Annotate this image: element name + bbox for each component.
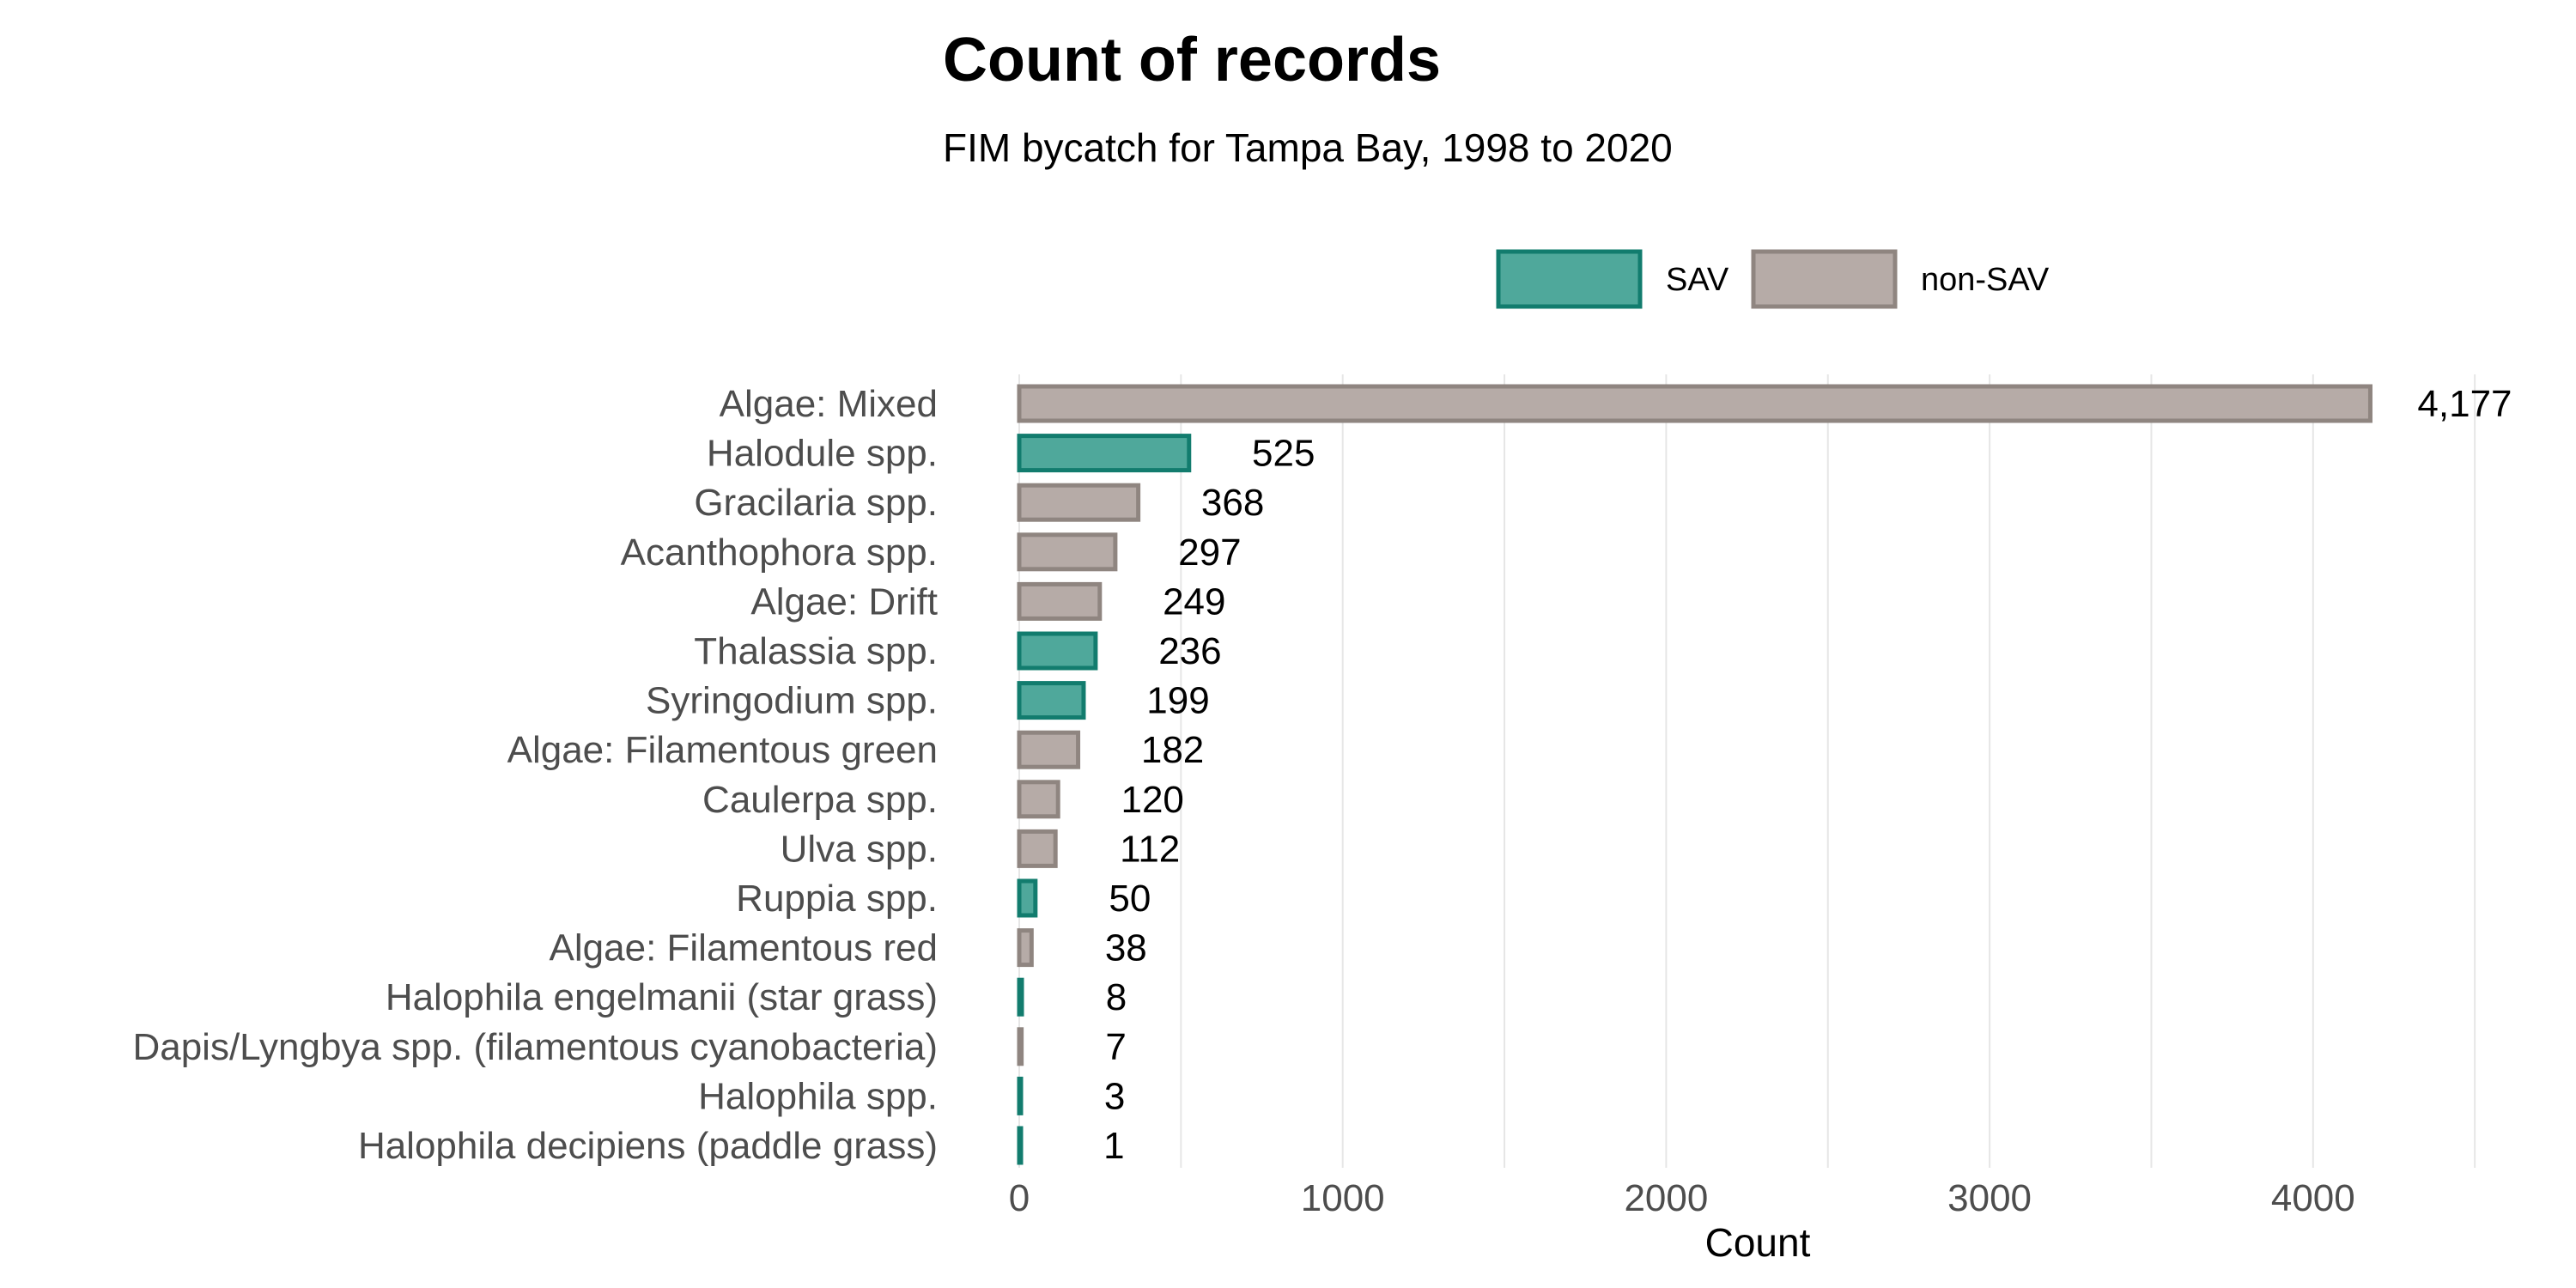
- legend: SAV non-SAV: [1496, 249, 2050, 309]
- category-label: Halodule spp.: [707, 433, 938, 475]
- x-tick-label: 3000: [1947, 1177, 2032, 1219]
- x-tick-label: 4000: [2271, 1177, 2355, 1219]
- category-label: Thalassia spp.: [694, 630, 938, 672]
- data-label: 1: [1103, 1125, 1124, 1167]
- data-label: 50: [1109, 878, 1151, 920]
- gridlines: [1018, 374, 2476, 1168]
- x-tick-label: 1000: [1301, 1177, 1385, 1219]
- category-label: Ulva spp.: [781, 828, 938, 870]
- data-label: 112: [1120, 828, 1180, 870]
- bars: [1017, 384, 2372, 1165]
- data-label: 236: [1158, 630, 1221, 672]
- legend-swatch: [1751, 249, 1898, 309]
- bar: [1017, 928, 1034, 968]
- bar: [1017, 483, 1141, 522]
- category-label: Algae: Filamentous red: [550, 927, 938, 969]
- category-label: Algae: Filamentous green: [507, 729, 938, 771]
- data-label: 199: [1146, 680, 1209, 722]
- data-label: 3: [1104, 1075, 1125, 1117]
- category-labels: Algae: Mixed Halodule spp. Gracilaria spp.…: [132, 383, 938, 1167]
- bar: [1017, 532, 1118, 572]
- legend-label: SAV: [1666, 262, 1729, 298]
- data-label: 525: [1252, 433, 1315, 475]
- category-label: Halophila spp.: [698, 1075, 938, 1117]
- category-label: Acanthophora spp.: [621, 532, 938, 574]
- x-tick-label: 2000: [1624, 1177, 1708, 1219]
- category-label: Gracilaria spp.: [694, 482, 938, 524]
- bar: [1017, 681, 1086, 720]
- chart-title: Count of records: [943, 26, 1441, 94]
- category-label: Algae: Drift: [750, 580, 938, 623]
- bar: [1017, 384, 2372, 423]
- bar: [1017, 878, 1038, 918]
- data-label: 182: [1141, 729, 1204, 771]
- category-label: Halophila decipiens (paddle grass): [358, 1125, 938, 1167]
- data-label: 7: [1105, 1026, 1126, 1068]
- data-label: 4,177: [2417, 383, 2512, 425]
- bar: [1017, 1027, 1024, 1066]
- category-label: Algae: Mixed: [720, 383, 938, 425]
- data-label: 38: [1105, 927, 1147, 969]
- legend-swatch: [1496, 249, 1643, 309]
- category-label: Dapis/Lyngbya spp. (filamentous cyanobac…: [132, 1026, 938, 1068]
- category-label: Halophila engelmanii (star grass): [386, 976, 938, 1018]
- bar: [1017, 730, 1081, 769]
- data-label: 297: [1178, 532, 1241, 574]
- bar: [1017, 434, 1192, 473]
- bar: [1017, 1076, 1024, 1115]
- x-axis-title: Count: [1705, 1220, 1811, 1265]
- category-label: Ruppia spp.: [736, 878, 938, 920]
- bar: [1017, 581, 1103, 621]
- legend-label: non-SAV: [1921, 262, 2050, 298]
- x-tick-label: 0: [1009, 1177, 1030, 1219]
- bar: [1017, 1126, 1024, 1165]
- bar: [1017, 631, 1098, 671]
- x-axis-ticks: 0 1000 2000 3000 4000: [1009, 1177, 2355, 1219]
- data-label: 368: [1201, 482, 1264, 524]
- bar: [1017, 977, 1024, 1017]
- chart-subtitle: FIM bycatch for Tampa Bay, 1998 to 2020: [943, 125, 1673, 170]
- data-label: 120: [1121, 779, 1183, 821]
- category-label: Syringodium spp.: [646, 680, 938, 722]
- data-label: 8: [1106, 976, 1127, 1018]
- bar: [1017, 829, 1058, 868]
- category-label: Caulerpa spp.: [702, 779, 938, 821]
- data-label: 249: [1163, 580, 1225, 623]
- bar: [1017, 780, 1060, 819]
- value-labels: 4,177 525 368 297 249 236 199 182 120 112 50 38 8 7 3 1: [1103, 383, 2512, 1167]
